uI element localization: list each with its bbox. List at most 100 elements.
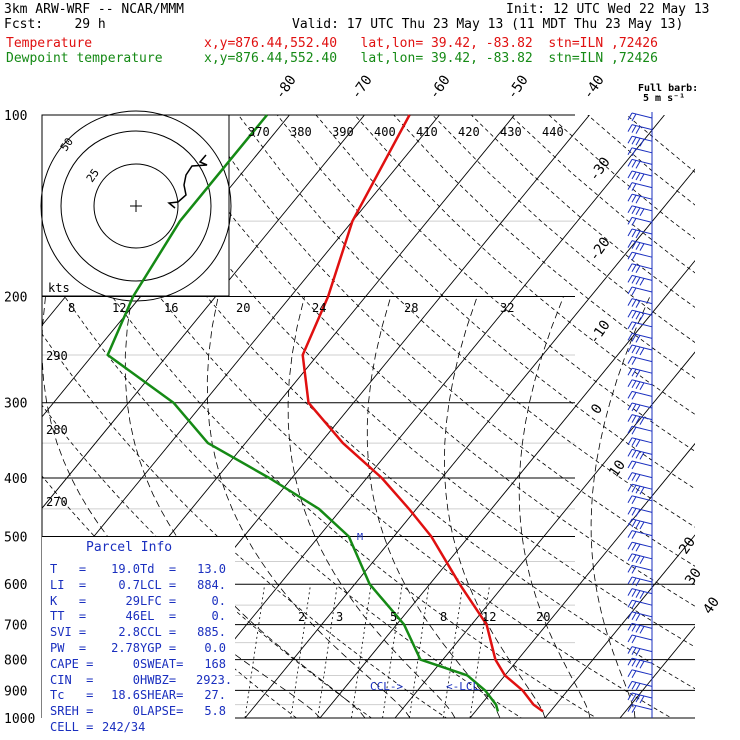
barb-units: 5 m s⁻¹	[643, 93, 686, 104]
parcel-info-cell: LAPSE=	[140, 704, 184, 719]
dry-adiabat	[121, 115, 695, 648]
dry-adiabat	[160, 115, 695, 607]
wind-barb	[627, 205, 653, 217]
isotherm-label-0: 0	[588, 401, 606, 417]
dry-adiabat	[43, 115, 673, 718]
wind-barb	[627, 193, 653, 204]
mixing-ratio-line	[408, 584, 430, 718]
wind-barb	[627, 182, 653, 191]
wind-barb	[627, 298, 653, 308]
parcel-info-cell: 2.8	[118, 625, 140, 640]
parcel-info-cell: LI =	[50, 577, 87, 592]
dry-adiabat	[276, 115, 695, 490]
valid-time: Valid: 17 UTC Thu 23 May 13 (11 MDT Thu …	[292, 17, 684, 32]
pressure-label-300: 300	[4, 397, 27, 412]
ccl-marker: CCL->	[370, 680, 403, 693]
profiles-layer	[106, 114, 544, 713]
hodograph-ring	[60, 130, 212, 282]
theta-label-400: 400	[374, 125, 396, 139]
dry-adiabat	[238, 115, 695, 528]
wind-barb	[627, 495, 653, 505]
wind-barb	[627, 564, 653, 574]
isotherm	[694, 717, 695, 718]
parcel-info-cell: 2923.	[196, 672, 233, 687]
parcel-info-cell: T =	[50, 562, 87, 576]
isotherm	[319, 259, 695, 718]
parcel-info-cell: 0	[132, 704, 140, 719]
wind-barb	[627, 216, 653, 226]
wind-barb	[627, 147, 653, 157]
wind-barb	[627, 286, 653, 296]
isotherm-label--10: -10	[586, 317, 614, 347]
theta-left-label-270: 270	[46, 495, 68, 509]
parcel-info-cell: 5.8	[204, 704, 226, 719]
wind-barb	[627, 124, 653, 134]
wind-barb	[627, 576, 653, 587]
isotherm	[544, 534, 695, 718]
wind-barb	[627, 657, 653, 669]
pressure-label-100: 100	[4, 109, 27, 124]
dry-adiabat	[354, 115, 695, 415]
parcel-info-cell: 0	[132, 672, 140, 687]
hodograph-trace	[167, 154, 208, 209]
parcel-info-box	[42, 537, 235, 728]
wind-barb	[627, 332, 653, 343]
forecast-hour: Fcst: 29 h	[4, 17, 106, 32]
moist-adiabat	[366, 296, 501, 718]
wind-barb	[627, 588, 653, 599]
wind-barb	[627, 170, 653, 182]
mixing-ratio-label-8: 8	[440, 610, 447, 624]
theta-label-420: 420	[458, 125, 480, 139]
wind-barbs	[627, 112, 653, 718]
isotherm	[42, 115, 365, 509]
wind-barb	[627, 530, 653, 539]
pressure-label-400: 400	[4, 472, 27, 487]
dry-adiabat	[393, 115, 695, 379]
wind-barb	[627, 344, 653, 356]
wind-barb	[627, 472, 653, 482]
wind-barb	[627, 692, 653, 704]
wind-barb	[627, 367, 653, 378]
theta-label-390: 390	[332, 125, 354, 139]
moist-adiabat	[42, 296, 321, 718]
parcel-info-cell: TT =	[50, 609, 87, 624]
pressure-label-500: 500	[4, 530, 27, 545]
wind-barb	[627, 541, 653, 552]
mixing-ratio-label-3: 3	[336, 610, 343, 624]
dry-adiabat	[199, 115, 695, 567]
isotherm-label-20: 20	[676, 534, 699, 557]
pressure-label-200: 200	[4, 291, 27, 306]
moist-adiabat	[518, 296, 591, 718]
isotherm	[169, 115, 665, 718]
parcel-info-cell: 884.	[197, 577, 226, 592]
dry-adiabat	[42, 186, 598, 718]
parcel-info-cell: 46	[125, 609, 140, 624]
parcel-info-cell: 885.	[197, 625, 226, 640]
hodograph-speed-label-32: 32	[500, 301, 514, 315]
wind-barb	[627, 309, 653, 321]
dry-adiabat	[315, 115, 695, 452]
isotherm	[244, 168, 695, 718]
wind-barb	[627, 425, 653, 435]
dewpoint-info: x,y=876.44,552.40 lat,lon= 39.42, -83.82…	[204, 51, 658, 66]
parcel-info-cell: CCL =	[140, 625, 177, 640]
parcel-info-cell: SVI =	[50, 625, 87, 640]
wind-barb	[627, 448, 653, 460]
pressure-label-800: 800	[4, 654, 27, 669]
wind-barb	[627, 414, 653, 425]
wind-barb	[627, 379, 653, 391]
wind-barb	[627, 321, 653, 331]
isotherm-label--60: -60	[426, 72, 454, 102]
theta-label-380: 380	[290, 125, 312, 139]
hodograph-speed-label-20: 20	[236, 301, 250, 315]
parcel-info-cell: 19.0	[111, 562, 140, 576]
hodograph: 25 50	[40, 110, 232, 302]
isotherm-label--40: -40	[580, 72, 608, 102]
isotherm-label--80: -80	[272, 72, 300, 102]
hodograph-ring-label: 50	[58, 135, 76, 153]
parcel-info-cell: YGP =	[140, 641, 177, 655]
parcel-info-cell: Td =	[140, 562, 177, 576]
temperature-legend: Temperature	[6, 36, 93, 51]
theta-left-label-290: 290	[46, 349, 68, 363]
wind-barb	[627, 158, 653, 169]
